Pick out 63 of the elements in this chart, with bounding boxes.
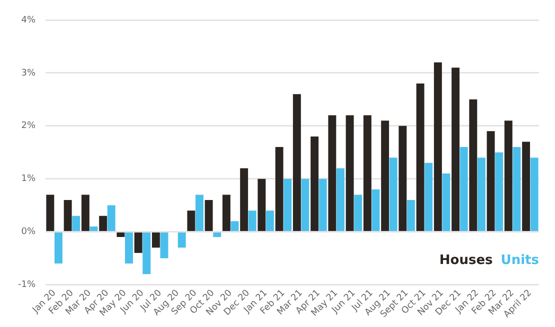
bar (346, 115, 354, 232)
bar (301, 178, 310, 232)
bar (284, 178, 292, 232)
bar (230, 221, 239, 232)
y-tick-label: 4% (21, 15, 36, 26)
bar (99, 216, 108, 232)
bar (416, 84, 424, 232)
bar (195, 194, 204, 232)
bar (54, 232, 62, 264)
bar (266, 210, 274, 232)
bar (372, 189, 380, 232)
bar (107, 205, 116, 232)
bar (160, 232, 168, 258)
bar (72, 216, 80, 232)
bar (152, 232, 160, 248)
bar (354, 194, 362, 232)
series-label: Units (500, 253, 540, 268)
y-tick-label: 1% (21, 174, 36, 184)
bar (178, 232, 186, 248)
bar (452, 68, 460, 232)
bar (477, 158, 486, 232)
bar (486, 131, 495, 232)
bar (134, 232, 142, 253)
bar (512, 147, 521, 232)
bar (381, 120, 390, 232)
bar (398, 126, 407, 232)
bar (434, 62, 442, 232)
bar (46, 194, 54, 232)
bar (204, 200, 213, 232)
bar (460, 147, 468, 232)
bar (240, 168, 248, 232)
bar (530, 158, 538, 232)
bar (336, 168, 344, 232)
bar (328, 115, 336, 232)
bar (258, 178, 266, 232)
bar (389, 158, 398, 232)
bar (222, 194, 230, 232)
y-tick-label: 3% (21, 68, 36, 78)
bar (142, 232, 151, 274)
bar (318, 178, 327, 232)
bar (125, 232, 133, 264)
bar (363, 115, 372, 232)
series-label: Houses (439, 253, 494, 268)
bar (495, 152, 504, 232)
bar (292, 94, 301, 232)
bar (90, 226, 98, 232)
y-tick-label: 2% (21, 121, 36, 132)
y-tick-label: -1% (18, 280, 36, 290)
bar (116, 232, 125, 238)
bar (213, 232, 222, 238)
bar (469, 99, 478, 232)
bar (522, 142, 530, 232)
bar (424, 162, 433, 232)
bar (81, 194, 90, 232)
bar (187, 210, 196, 232)
bar (442, 174, 450, 232)
bar (64, 200, 72, 232)
bar (406, 200, 415, 232)
bar (504, 120, 512, 232)
y-tick-label: 0% (21, 227, 36, 238)
bar (310, 136, 319, 232)
bar (248, 210, 256, 232)
bar (275, 147, 284, 232)
